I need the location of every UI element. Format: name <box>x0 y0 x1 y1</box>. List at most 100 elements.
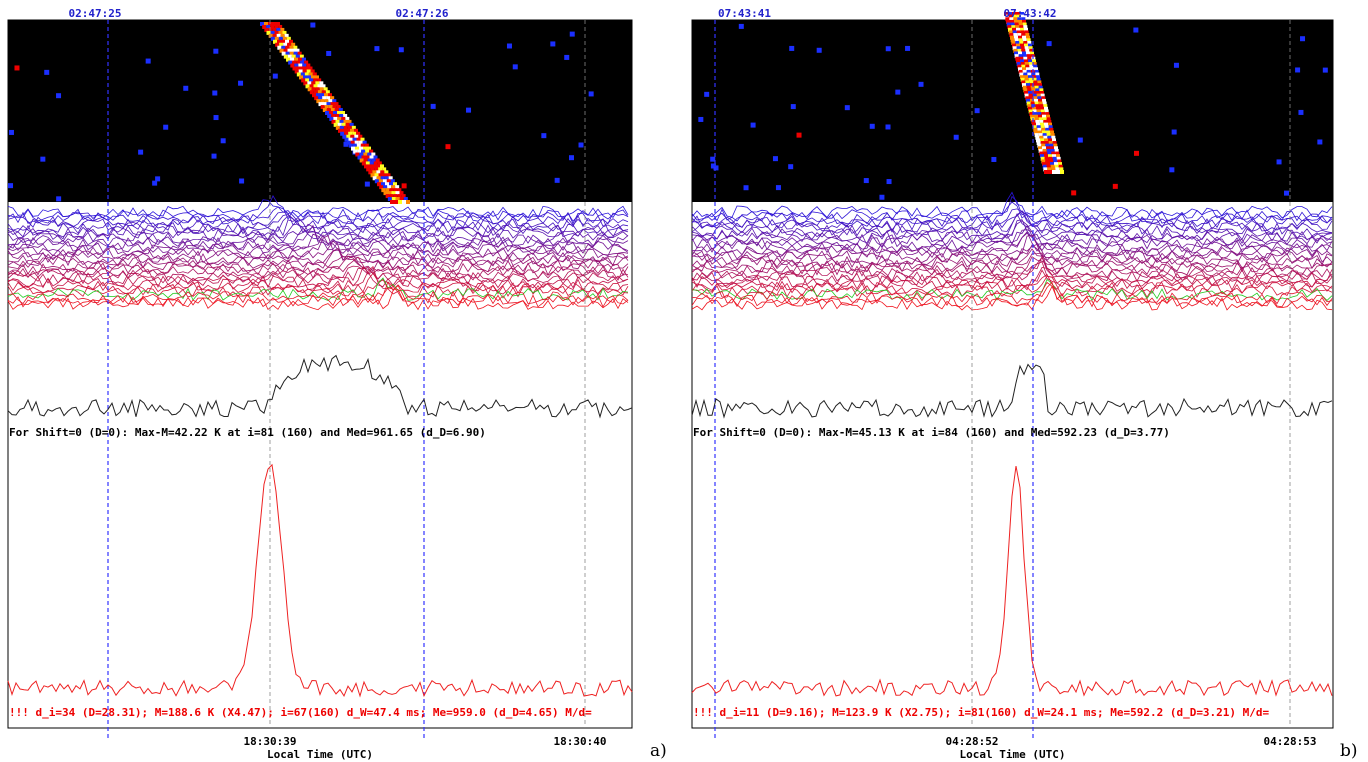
streak-pixel <box>1014 35 1018 40</box>
streak-pixel <box>293 51 298 56</box>
streak-pixel <box>328 105 333 110</box>
noise-pixel <box>183 85 189 91</box>
streak-pixel <box>1022 51 1026 56</box>
streak-pixel <box>1045 143 1050 148</box>
streak-pixel <box>367 146 371 151</box>
streak-pixel <box>365 149 370 154</box>
noise-pixel <box>588 91 594 97</box>
streak-pixel <box>1030 98 1034 103</box>
streak-pixel <box>1024 62 1029 67</box>
trace <box>691 234 1333 261</box>
streak-pixel <box>1048 138 1052 143</box>
trace <box>691 232 1333 254</box>
trace <box>691 256 1333 279</box>
streak-pixel <box>371 158 376 163</box>
streak-pixel <box>294 63 299 68</box>
trace <box>7 217 629 238</box>
streak-pixel <box>298 57 302 62</box>
streak-pixel <box>272 27 277 32</box>
streak-pixel <box>1022 38 1027 43</box>
streak-pixel <box>1022 69 1027 74</box>
streak-pixel <box>1023 72 1028 77</box>
streak-pixel <box>266 24 271 29</box>
streak-pixel <box>1022 54 1027 59</box>
streak-pixel <box>329 111 333 115</box>
streak-pixel <box>1021 33 1026 38</box>
noise-pixel <box>738 23 744 29</box>
streak-pixel <box>1038 146 1042 151</box>
streak-pixel <box>1034 101 1039 106</box>
streak-pixel <box>1013 33 1018 38</box>
streak-pixel <box>1033 80 1038 85</box>
noise-pixel <box>40 156 46 162</box>
streak-pixel <box>343 113 348 118</box>
trace <box>691 229 1333 251</box>
streak-pixel <box>1038 98 1042 103</box>
streak-pixel <box>1043 151 1048 156</box>
streak-pixel <box>325 111 329 115</box>
streak-pixel <box>1029 64 1034 69</box>
streak-pixel <box>369 149 374 154</box>
streak-pixel <box>1010 19 1014 24</box>
noise-pixel <box>788 164 794 170</box>
streak-pixel <box>305 84 310 89</box>
streak-pixel <box>379 185 384 190</box>
noise-pixel <box>886 179 892 185</box>
streak-pixel <box>1052 154 1056 159</box>
bottom-time-label: 18:30:40 <box>554 735 607 748</box>
trace <box>7 213 629 232</box>
streak-pixel <box>1028 59 1032 64</box>
streak-pixel <box>1008 14 1013 19</box>
streak-pixel <box>387 191 392 196</box>
noise-pixel <box>885 124 891 130</box>
streak-pixel <box>1040 141 1045 146</box>
streak-pixel <box>1057 159 1062 164</box>
noise-pixel <box>905 45 911 51</box>
streak-pixel <box>357 155 362 160</box>
streak-pixel <box>1010 38 1015 43</box>
streak-pixel <box>1006 22 1011 27</box>
streak-pixel <box>1042 101 1047 106</box>
noise-pixel <box>953 134 959 140</box>
streak-pixel <box>1025 64 1030 69</box>
trace <box>691 256 1333 276</box>
dedispersed-curve <box>691 466 1333 697</box>
streak-pixel <box>356 143 361 148</box>
streak-pixel <box>1013 48 1018 53</box>
streak-pixel <box>1026 101 1031 106</box>
streak-pixel <box>355 152 360 157</box>
streak-pixel <box>1049 127 1054 132</box>
streak-pixel <box>308 66 313 71</box>
streak-pixel <box>1020 43 1024 48</box>
streak-pixel <box>274 30 279 35</box>
trace <box>7 266 629 289</box>
noise-pixel <box>844 105 850 111</box>
noise-pixel <box>1169 167 1175 173</box>
streak-pixel <box>1021 80 1026 85</box>
streak-pixel <box>339 119 344 124</box>
streak-pixel <box>1004 12 1008 16</box>
streak-pixel <box>1050 133 1055 138</box>
streak-pixel <box>311 87 316 92</box>
streak-pixel <box>1044 122 1048 127</box>
streak-pixel <box>1035 104 1040 109</box>
noise-pixel <box>710 163 716 169</box>
noise-pixel <box>272 73 278 79</box>
streak-pixel <box>331 119 336 124</box>
streak-pixel <box>281 51 286 56</box>
streak-pixel <box>318 102 323 107</box>
streak-pixel <box>306 69 311 74</box>
streak-pixel <box>330 102 335 107</box>
noise-pixel <box>506 43 512 49</box>
streak-pixel <box>385 194 390 199</box>
noise-pixel <box>554 177 560 183</box>
streak-pixel <box>1040 91 1044 95</box>
noise-pixel <box>1134 150 1140 156</box>
trace <box>7 272 629 295</box>
streak-pixel <box>1035 88 1040 93</box>
noise-pixel <box>343 141 349 147</box>
streak-pixel <box>374 173 379 178</box>
streak-pixel <box>1026 69 1031 74</box>
streak-pixel <box>297 51 302 56</box>
streak-pixel <box>304 66 309 71</box>
